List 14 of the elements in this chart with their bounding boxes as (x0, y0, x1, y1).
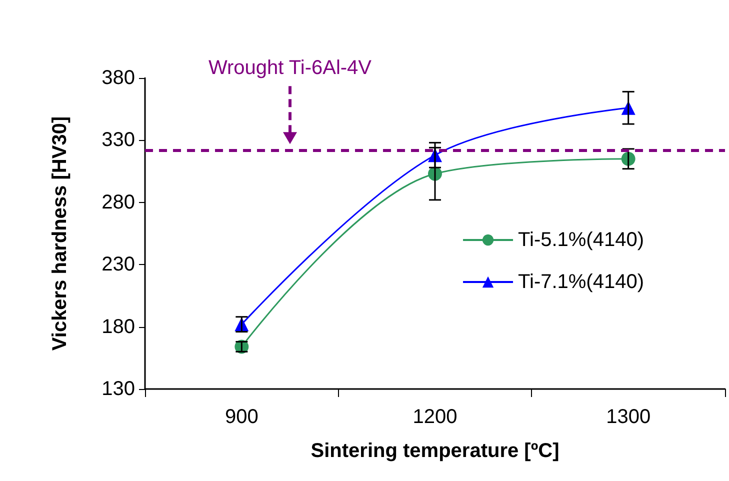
x-tick-label: 900 (224, 406, 258, 428)
x-axis-title: Sintering temperature [ºC] (310, 440, 560, 462)
legend-label: Ti-7.1%(4140) (518, 271, 644, 293)
legend-label: Ti-5.1%(4140) (518, 229, 644, 251)
y-tick-label: 380 (102, 67, 135, 89)
y-tick-label: 330 (102, 129, 135, 152)
x-tick-label: 1300 (606, 406, 651, 428)
y-tick-label: 180 (102, 316, 135, 338)
y-tick-label: 130 (102, 378, 135, 400)
x-tick-label: 1200 (412, 406, 458, 428)
y-tick-label: 280 (102, 191, 135, 214)
y-axis-title: Vickers hardness [HV30] (49, 116, 71, 351)
ref-line-label: Wrought Ti-6Al-4V (208, 57, 372, 80)
y-tick-label: 230 (102, 254, 135, 276)
